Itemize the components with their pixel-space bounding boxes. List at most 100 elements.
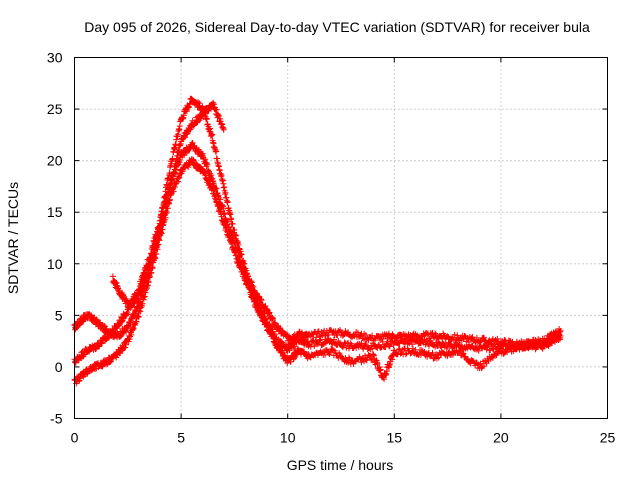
chart-title: Day 095 of 2026, Sidereal Day-to-day VTE… <box>84 19 590 35</box>
data-point <box>220 205 227 212</box>
data-point <box>551 338 558 345</box>
data-point <box>175 148 182 155</box>
data-point <box>221 210 228 217</box>
data-point <box>284 332 291 339</box>
data-point <box>460 350 467 357</box>
data-point <box>222 189 229 196</box>
data-point <box>204 161 211 168</box>
data-point <box>122 344 129 351</box>
data-point <box>487 347 494 354</box>
data-point <box>557 332 564 339</box>
y-axis-label: SDTVAR / TECUs <box>5 182 21 294</box>
y-tick-label: 30 <box>47 50 63 66</box>
data-point <box>345 329 352 336</box>
data-point <box>323 328 330 335</box>
data-point <box>394 351 401 358</box>
data-point <box>410 350 417 357</box>
data-point <box>494 335 501 342</box>
data-point <box>357 331 364 338</box>
data-point <box>228 215 235 222</box>
data-point <box>229 220 236 227</box>
data-point <box>432 330 439 337</box>
series-track-1 <box>71 95 564 350</box>
data-point <box>545 343 552 350</box>
data-point <box>139 300 146 307</box>
data-point <box>429 349 436 356</box>
data-point <box>438 344 445 351</box>
data-point <box>266 309 273 316</box>
y-tick-label: 5 <box>55 307 63 323</box>
data-point <box>330 336 337 343</box>
data-point <box>386 343 393 350</box>
y-tick-label: -5 <box>50 411 63 427</box>
data-point <box>483 346 490 353</box>
data-point <box>409 341 416 348</box>
y-tick-label: 25 <box>47 101 63 117</box>
data-point <box>220 126 227 133</box>
series-track-3 <box>71 156 564 387</box>
data-point <box>417 340 424 347</box>
x-tick-labels: 0 5 10 15 20 25 <box>71 430 616 446</box>
data-point <box>227 227 234 234</box>
data-point <box>369 332 376 339</box>
data-point <box>213 148 220 155</box>
data-point <box>119 289 126 296</box>
data-point <box>385 342 392 349</box>
x-tick-label: 25 <box>600 430 616 446</box>
data-point <box>451 331 458 338</box>
data-point <box>228 240 235 247</box>
data-point <box>144 272 151 279</box>
data-point <box>402 351 409 358</box>
x-tick-label: 20 <box>493 430 509 446</box>
data-point <box>435 354 442 361</box>
x-axis-label: GPS time / hours <box>287 457 394 473</box>
data-point <box>224 198 231 205</box>
data-point <box>353 344 360 351</box>
data-point <box>213 106 220 113</box>
data-point <box>424 353 431 360</box>
data-point <box>112 279 119 286</box>
data-point <box>213 185 220 192</box>
data-point <box>174 152 181 159</box>
data-point <box>135 313 142 320</box>
x-tick-label: 15 <box>387 430 403 446</box>
data-point <box>222 220 229 227</box>
data-points <box>71 95 564 387</box>
data-point <box>463 338 470 345</box>
data-point <box>134 295 141 302</box>
data-point <box>115 322 122 329</box>
data-point <box>494 341 501 348</box>
data-point <box>409 345 416 352</box>
axis-ticks <box>74 57 608 419</box>
data-point <box>209 131 216 138</box>
data-point <box>313 334 320 341</box>
data-point <box>164 197 171 204</box>
data-point <box>316 337 323 344</box>
y-tick-label: 20 <box>47 153 63 169</box>
data-point <box>183 108 190 115</box>
data-point <box>465 355 472 362</box>
data-point <box>454 332 461 339</box>
data-point <box>215 113 222 120</box>
data-point <box>359 335 366 342</box>
data-point <box>315 328 322 335</box>
data-point <box>203 116 210 123</box>
data-point <box>360 345 367 352</box>
data-point <box>250 288 257 295</box>
x-tick-label: 10 <box>280 430 296 446</box>
data-point <box>556 331 563 338</box>
y-tick-label: 10 <box>47 256 63 272</box>
y-tick-labels: -5 0 5 10 15 20 25 30 <box>47 50 63 427</box>
data-point <box>322 351 329 358</box>
x-tick-label: 5 <box>177 430 185 446</box>
data-point <box>343 344 350 351</box>
data-point <box>307 343 314 350</box>
data-point <box>413 337 420 344</box>
series-track-4 <box>109 99 227 311</box>
data-point <box>396 340 403 347</box>
x-tick-label: 0 <box>71 430 79 446</box>
data-point <box>379 338 386 345</box>
data-point <box>339 344 346 351</box>
data-point <box>481 334 488 341</box>
